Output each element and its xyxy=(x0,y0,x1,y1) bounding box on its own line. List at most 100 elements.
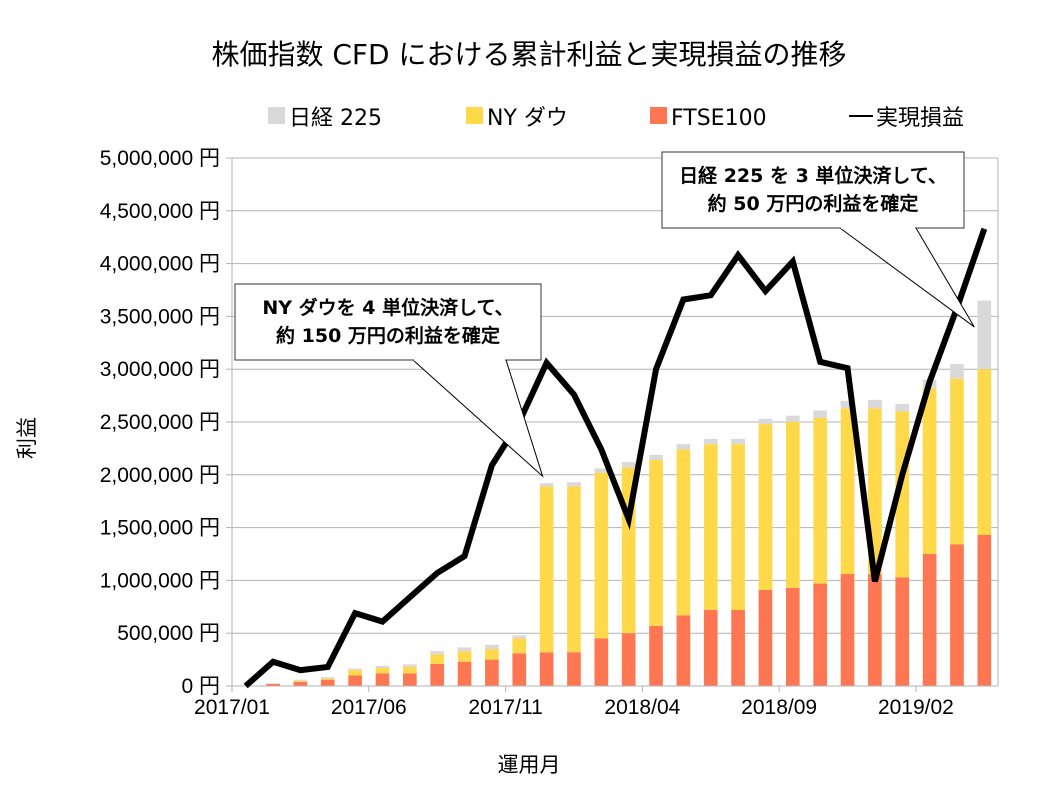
bar-nyダウ-2017/06 xyxy=(375,668,390,674)
bar-ftse100-2017/12 xyxy=(539,652,554,686)
bar-nyダウ-2017/03 xyxy=(293,680,308,682)
callouts: NY ダウを 4 単位決済して、約 150 万円の利益を確定 日経 225 を 3… xyxy=(234,151,975,478)
y-tick-label: 2,500,000 円 xyxy=(100,411,220,434)
bar-nyダウ-2017/10 xyxy=(485,649,499,660)
y-tick-label: 4,500,000 円 xyxy=(100,200,220,223)
x-tick-label: 2017/01 xyxy=(194,696,270,719)
bar-ftse100-2019/04 xyxy=(977,534,992,686)
x-axis-ticks: 2017/01 2017/06 2017/11 2018/04 2018/09 2019/… xyxy=(194,686,954,719)
callout-box xyxy=(661,151,965,229)
bar-nyダウ-2018/04 xyxy=(649,460,663,626)
bar-nyダウ-2018/02 xyxy=(594,472,609,639)
x-tick-label: 2019/02 xyxy=(878,696,954,719)
bar-nyダウ-2018/06 xyxy=(703,444,718,610)
callout-pointer xyxy=(411,359,544,478)
callout-pointer xyxy=(838,227,975,328)
bar-nyダウ-2017/04 xyxy=(320,678,335,680)
bar-ftse100-2017/10 xyxy=(485,659,499,686)
bar-日経225-2017/08 xyxy=(430,651,445,655)
x-axis-title: 運用月 xyxy=(498,753,561,777)
bar-nyダウ-2018/09 xyxy=(785,422,800,588)
legend-label: 日経 225 xyxy=(289,106,382,131)
bar-日経225-2017/05 xyxy=(348,668,362,671)
bar-ftse100-2017/07 xyxy=(402,673,417,686)
bar-ftse100-2018/07 xyxy=(731,609,745,686)
bar-ftse100-2018/09 xyxy=(785,587,800,686)
bar-nyダウ-2018/08 xyxy=(758,424,773,590)
bar-nyダウ-2018/01 xyxy=(567,486,581,653)
bar-ftse100-2017/03 xyxy=(293,681,308,686)
x-tick-label: 2017/11 xyxy=(468,696,542,719)
bar-日経225-2019/04 xyxy=(977,300,992,370)
callout-box xyxy=(234,283,542,361)
bar-日経225-2018/02 xyxy=(594,468,609,473)
bar-日経225-2017/10 xyxy=(485,644,499,650)
y-tick-label: 3,500,000 円 xyxy=(100,305,220,328)
bar-日経225-2018/09 xyxy=(785,415,800,422)
legend-swatch xyxy=(650,107,667,124)
bar-ftse100-2017/05 xyxy=(348,675,362,686)
bar-日経225-2018/06 xyxy=(703,438,718,445)
y-tick-label: 1,500,000 円 xyxy=(100,517,220,540)
bar-ftse100-2018/08 xyxy=(758,589,773,686)
bar-nyダウ-2018/07 xyxy=(731,444,745,610)
bar-nyダウ-2018/10 xyxy=(813,417,828,584)
bar-ftse100-2018/05 xyxy=(676,615,691,686)
x-tick-label: 2018/09 xyxy=(741,696,817,719)
callout-text: NY ダウを 4 単位決済して、 xyxy=(262,296,513,319)
bar-ftse100-2018/06 xyxy=(703,609,718,686)
bar-ftse100-2019/01 xyxy=(895,577,910,686)
bar-nyダウ-2019/03 xyxy=(950,378,964,545)
bar-ftse100-2019/02 xyxy=(922,554,937,686)
x-tick-label: 2018/04 xyxy=(604,696,680,719)
bar-ftse100-2018/04 xyxy=(649,625,663,686)
callout-text: 日経 225 を 3 単位決済して、 xyxy=(679,164,947,187)
bar-日経225-2017/02 xyxy=(266,683,280,684)
bar-日経225-2017/03 xyxy=(293,679,308,681)
y-tick-label: 0 円 xyxy=(181,675,220,698)
y-axis-ticks: 0 円 500,000 円 1,000,000 円 1,500,000 円 2,000,… xyxy=(100,147,232,698)
legend-swatch xyxy=(268,107,285,124)
y-tick-label: 500,000 円 xyxy=(117,622,220,645)
bar-日経225-2018/12 xyxy=(868,399,882,409)
bar-nyダウ-2017/12 xyxy=(539,486,554,653)
bar-ftse100-2018/12 xyxy=(868,574,882,686)
x-tick-label: 2017/06 xyxy=(331,696,407,719)
y-axis-title: 利益 xyxy=(15,417,39,459)
bar-日経225-2019/01 xyxy=(895,404,910,412)
bar-ftse100-2017/04 xyxy=(320,679,335,686)
bar-日経225-2018/03 xyxy=(621,462,636,468)
legend-label: NY ダウ xyxy=(487,106,568,131)
bar-ftse100-2017/06 xyxy=(375,673,390,686)
bar-日経225-2017/09 xyxy=(457,647,472,652)
y-tick-label: 5,000,000 円 xyxy=(100,147,220,170)
bar-ftse100-2017/08 xyxy=(430,663,445,686)
legend-swatch xyxy=(466,107,483,124)
bar-日経225-2018/01 xyxy=(567,482,581,487)
bar-日経225-2017/04 xyxy=(320,677,335,679)
bar-ftse100-2017/09 xyxy=(457,661,472,686)
realized-pl-line xyxy=(243,227,988,689)
chart-title: 株価指数 CFD における累計利益と実現損益の推移 xyxy=(211,38,846,71)
bar-日経225-2018/10 xyxy=(813,410,828,418)
y-tick-label: 4,000,000 円 xyxy=(100,253,220,276)
bar-nyダウ-2017/07 xyxy=(402,666,417,674)
legend-label: 実現損益 xyxy=(876,106,964,131)
bar-nyダウ-2019/04 xyxy=(977,369,992,535)
bar-日経225-2018/11 xyxy=(840,400,855,409)
bar-nyダウ-2017/05 xyxy=(348,670,362,676)
bar-nyダウ-2017/11 xyxy=(512,638,527,654)
bar-ftse100-2017/02 xyxy=(266,683,280,686)
bar-日経225-2017/06 xyxy=(375,665,390,669)
legend-label: FTSE100 xyxy=(671,106,767,131)
bar-日経225-2017/12 xyxy=(539,483,554,487)
callout-text: 約 50 万円の利益を確定 xyxy=(708,192,919,215)
bar-日経225-2019/03 xyxy=(950,363,964,379)
bar-日経225-2017/07 xyxy=(402,664,417,667)
bar-nyダウ-2018/11 xyxy=(840,408,855,575)
bar-日経225-2018/08 xyxy=(758,418,773,425)
y-tick-label: 2,000,000 円 xyxy=(100,464,220,487)
bar-日経225-2018/07 xyxy=(731,438,745,445)
bar-ftse100-2018/11 xyxy=(840,574,855,686)
